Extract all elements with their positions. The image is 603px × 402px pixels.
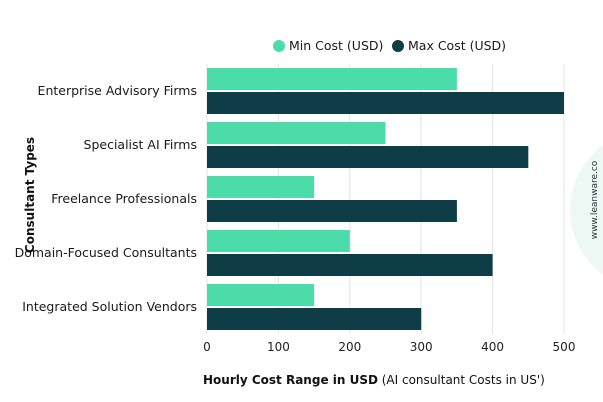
x-tick-label: 400 xyxy=(481,340,504,354)
legend-label-min: Min Cost (USD) xyxy=(289,38,383,53)
category-labels: Enterprise Advisory Firms Specialist AI F… xyxy=(15,83,197,314)
bar-min-0 xyxy=(207,68,457,90)
bar-min-2 xyxy=(207,176,315,198)
x-axis-title-bold: Hourly Cost Range in USD xyxy=(203,373,378,387)
bar-max-3 xyxy=(207,254,493,276)
category-label: Freelance Professionals xyxy=(51,191,197,206)
bars xyxy=(207,68,564,330)
bar-max-2 xyxy=(207,200,457,222)
category-label: Integrated Solution Vendors xyxy=(22,299,197,314)
bar-max-0 xyxy=(207,92,564,114)
watermark-text: www.leanware.co xyxy=(590,160,600,239)
category-label: Specialist AI Firms xyxy=(84,137,197,152)
legend-swatch-min xyxy=(273,40,285,52)
x-axis-title: Hourly Cost Range in USD (AI consultant … xyxy=(203,373,545,387)
category-label: Domain-Focused Consultants xyxy=(15,245,197,260)
legend-swatch-max xyxy=(392,40,404,52)
bar-min-3 xyxy=(207,230,350,252)
y-axis-title: Consultant Types xyxy=(23,137,37,253)
bar-min-1 xyxy=(207,122,386,144)
x-tick-label: 0 xyxy=(203,340,211,354)
x-tick-label: 500 xyxy=(553,340,576,354)
watermark-circle xyxy=(570,145,603,275)
x-tick-label: 100 xyxy=(267,340,290,354)
bar-max-4 xyxy=(207,308,422,330)
bar-max-1 xyxy=(207,146,529,168)
x-tick-label: 300 xyxy=(410,340,433,354)
legend: Min Cost (USD) Max Cost (USD) xyxy=(273,38,506,53)
bar-min-4 xyxy=(207,284,315,306)
x-axis-title-normal: (AI consultant Costs in US') xyxy=(378,373,545,387)
x-tick-labels: 0 100 200 300 400 500 xyxy=(203,340,575,354)
x-tick-label: 200 xyxy=(338,340,361,354)
legend-label-max: Max Cost (USD) xyxy=(408,38,506,53)
category-label: Enterprise Advisory Firms xyxy=(38,83,197,98)
